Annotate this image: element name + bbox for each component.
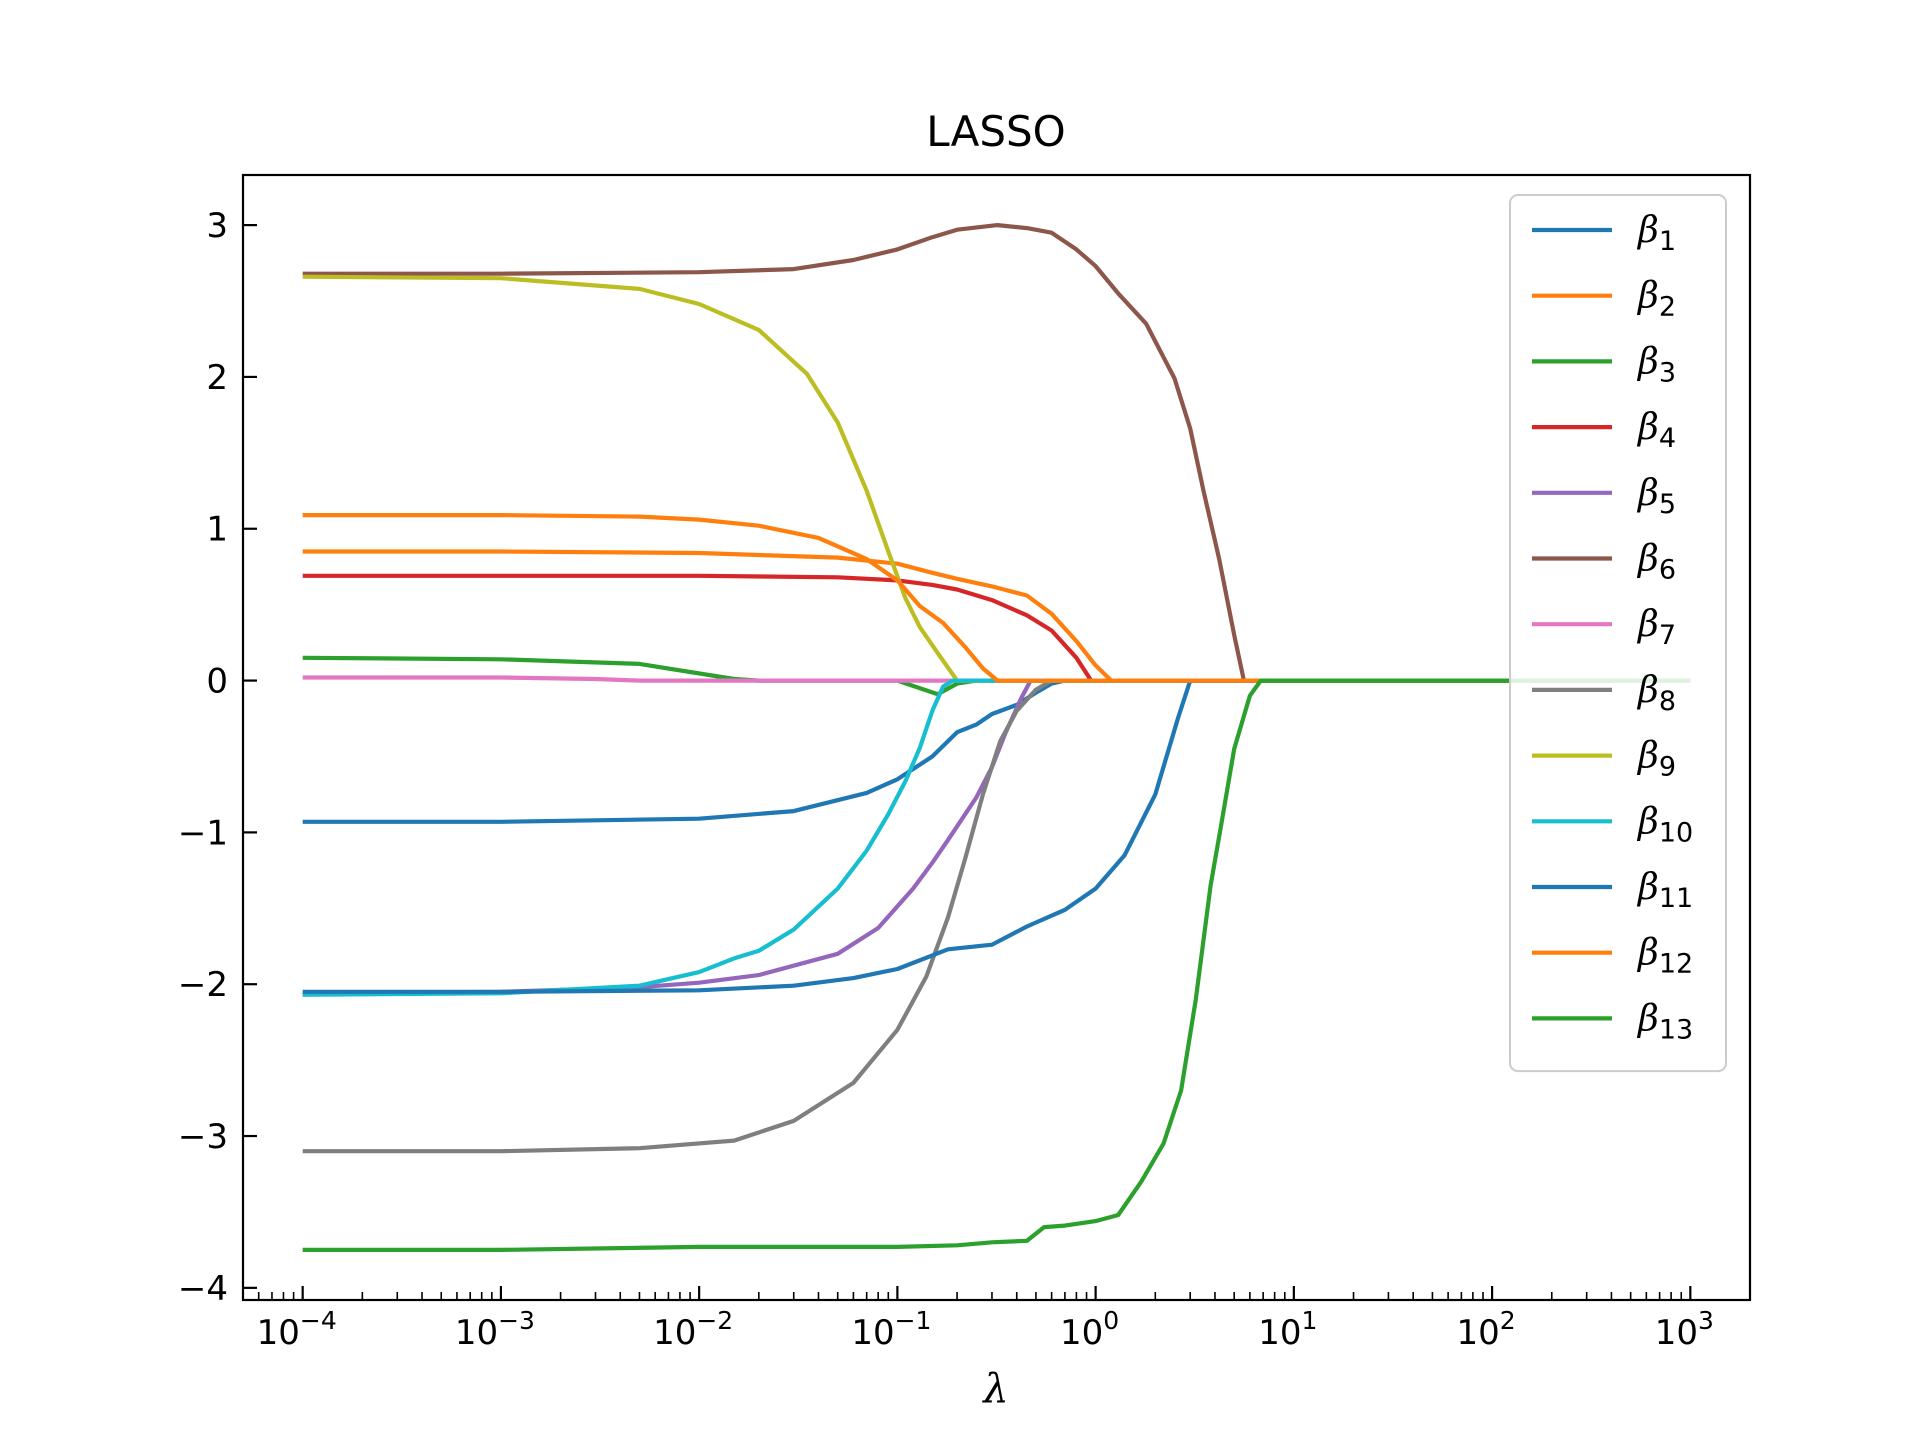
series-line-beta-10 — [303, 681, 1691, 995]
x-axis: 10−4 10−3 10−2 10−1 100 101 102 103 — [257, 1286, 1714, 1353]
y-tick-label: −1 — [178, 813, 228, 853]
y-tick-label: −2 — [178, 965, 228, 1005]
series-line-beta-5 — [303, 681, 1691, 994]
x-tick-label: 100 — [1060, 1306, 1119, 1353]
y-tick-label: 3 — [206, 206, 228, 246]
y-tick-label: −4 — [178, 1269, 228, 1309]
series-line-beta-11 — [303, 681, 1691, 992]
legend-box — [1510, 195, 1726, 1071]
y-tick-label: 1 — [206, 510, 228, 550]
x-tick-label: 10−2 — [653, 1306, 733, 1353]
x-tick-label: 10−3 — [455, 1306, 535, 1353]
series-line-beta-12 — [303, 515, 1691, 681]
chart-title: LASSO — [926, 107, 1065, 156]
y-tick-label: 2 — [206, 358, 228, 398]
y-axis: 3 2 1 0 −1 −2 −3 −4 — [178, 206, 257, 1309]
x-tick-label: 10−1 — [851, 1306, 931, 1353]
x-tick-label: 101 — [1258, 1306, 1317, 1353]
y-tick-label: −3 — [178, 1117, 228, 1157]
series-line-beta-4 — [303, 576, 1691, 681]
x-tick-label: 102 — [1457, 1306, 1516, 1353]
x-tick-label: 10−4 — [257, 1306, 337, 1353]
series-line-beta-6 — [303, 225, 1691, 680]
x-axis-label: λ — [981, 1366, 1008, 1412]
series-line-beta-9 — [303, 277, 1691, 681]
y-tick-label: 0 — [206, 662, 228, 702]
series-lines — [303, 225, 1691, 1250]
series-line-beta-13 — [303, 681, 1691, 1250]
x-tick-label: 103 — [1655, 1306, 1714, 1353]
series-line-beta-8 — [303, 681, 1691, 1152]
